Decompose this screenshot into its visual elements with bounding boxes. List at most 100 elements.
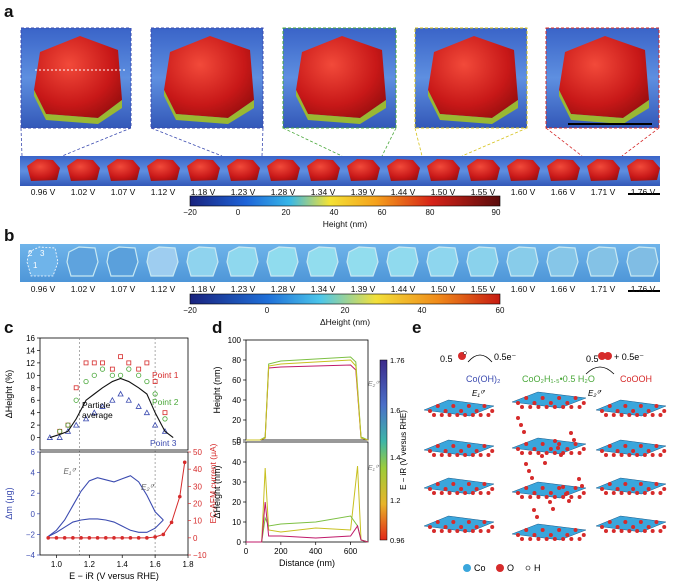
water-molecule xyxy=(569,431,573,435)
water-molecule xyxy=(551,507,555,511)
annotation-e1: E₁⁰′ xyxy=(63,467,76,476)
ytick-label-left: 0 xyxy=(31,510,36,519)
point-point-3 xyxy=(72,421,80,428)
particle-height-11 xyxy=(467,159,500,181)
point-point-2 xyxy=(57,428,63,434)
afm-frame-5 xyxy=(545,27,660,129)
panel-a-graphics xyxy=(20,27,660,207)
ylabel-bottom: Δm (μg) xyxy=(4,487,14,519)
ytick-label: 10 xyxy=(26,371,35,380)
legend-co-label: Co xyxy=(474,563,486,573)
cb-a-tick: 80 xyxy=(425,208,435,217)
layer-cooh-0 xyxy=(595,399,667,417)
point-point-1 xyxy=(118,354,123,360)
panel-letter-e: e xyxy=(412,318,422,337)
point-point-1 xyxy=(162,410,168,416)
ytick-label-right: −10 xyxy=(193,551,207,560)
current-point xyxy=(71,536,75,540)
xtick-label: 1.2 xyxy=(84,560,96,569)
voltage-label-b: 1.66 V xyxy=(550,284,576,294)
layer-cooh-3 xyxy=(595,515,667,533)
voltage-label-a: 1.12 V xyxy=(150,187,176,197)
point-point-3 xyxy=(56,434,63,440)
oxygen-ion-icon xyxy=(598,352,606,360)
ytick-label: 8 xyxy=(31,384,36,393)
point-point-3 xyxy=(143,409,151,416)
layer-cooh2-1 xyxy=(423,439,495,457)
water-molecule xyxy=(572,438,576,442)
ytick-label-right: 30 xyxy=(193,482,202,491)
species-cooh2: Co(OH)₂ xyxy=(466,374,501,384)
colorbar-a-label: Height (nm) xyxy=(322,219,368,229)
ytick-label: 60 xyxy=(232,376,241,385)
water-molecule xyxy=(522,430,526,434)
voltage-label-b: 1.71 V xyxy=(590,284,616,294)
point-point-1 xyxy=(152,379,158,384)
colorbar-tick: 1.6 xyxy=(390,406,400,415)
ytick-label: 4 xyxy=(31,409,36,418)
panel-b-graphics xyxy=(20,244,660,305)
ylabel-top: ΔHeight (%) xyxy=(4,370,14,419)
series-particle-average xyxy=(49,377,174,439)
colorbar-height xyxy=(189,195,501,207)
legend-h-label: H xyxy=(534,563,541,573)
water-molecule xyxy=(561,485,565,489)
e1-label: E₁⁰′ xyxy=(472,389,485,398)
ytick-label-left: 2 xyxy=(31,489,36,498)
current-point xyxy=(177,494,182,499)
water-molecule xyxy=(527,469,531,473)
current-point xyxy=(95,536,100,540)
e2-label: E₂⁰′ xyxy=(588,389,602,398)
water-molecule xyxy=(524,462,528,466)
current-point xyxy=(87,536,92,540)
ylabel-height: Height (nm) xyxy=(212,366,222,413)
point-point-2 xyxy=(99,366,106,372)
dheight-profile-0.96V xyxy=(246,501,369,543)
particle-height-1 xyxy=(67,159,100,181)
point-point-2 xyxy=(109,372,115,378)
colorbar-tick: 0.96 xyxy=(390,536,405,545)
colorbar-e1: E₁⁰′ xyxy=(368,464,380,472)
ytick-label: 2 xyxy=(31,421,36,430)
current-point xyxy=(46,536,51,540)
voltage-label-a: 1.71 V xyxy=(590,187,616,197)
point-point-3 xyxy=(109,396,116,403)
water-molecule xyxy=(556,446,560,450)
voltage-label-a: 1.39 V xyxy=(350,187,376,197)
ytick-label-right: 40 xyxy=(193,465,202,474)
point-point-3 xyxy=(91,409,98,416)
xtick-label: 1.8 xyxy=(182,560,194,569)
point-label-1: 1 xyxy=(33,261,38,270)
voltage-label-a: 1.02 V xyxy=(70,187,96,197)
current-point xyxy=(136,536,141,540)
layer-cooh2-2 xyxy=(423,477,495,495)
left-coefficient: 0.5 xyxy=(440,354,453,364)
point-point-2 xyxy=(91,372,97,378)
voltage-label-a: 1.50 V xyxy=(430,187,456,197)
water-molecule xyxy=(559,453,563,457)
point-point-2 xyxy=(136,372,142,378)
particle-dheight-3 xyxy=(146,246,179,277)
voltage-label-a: 1.44 V xyxy=(390,187,416,197)
water-molecule xyxy=(516,416,520,420)
height-profile-0.96V xyxy=(246,364,369,441)
layer-cooh-2 xyxy=(595,477,667,495)
voltage-label-b: 1.60 V xyxy=(510,284,536,294)
particle-dheight-8 xyxy=(346,246,379,277)
cb-b-tick: 20 xyxy=(340,306,350,315)
layer-intermediate-3 xyxy=(511,523,587,541)
axes-frame-top xyxy=(39,337,189,451)
point-point-3 xyxy=(64,428,72,434)
xtick-label: 1.0 xyxy=(51,560,63,569)
axes-frame-dheight xyxy=(245,441,369,543)
mass-curve-cathodic xyxy=(47,518,164,537)
particle-height-3 xyxy=(147,159,180,181)
particle-dheight-10 xyxy=(426,246,459,277)
voltage-label-b: 1.12 V xyxy=(150,284,176,294)
point-point-1 xyxy=(83,360,89,366)
dheight-strip-particles xyxy=(26,246,659,277)
particle-height-15 xyxy=(627,159,660,181)
particle-height-12 xyxy=(507,159,540,181)
afm-strip-particles xyxy=(27,159,660,181)
voltage-label-a: 1.28 V xyxy=(270,187,296,197)
